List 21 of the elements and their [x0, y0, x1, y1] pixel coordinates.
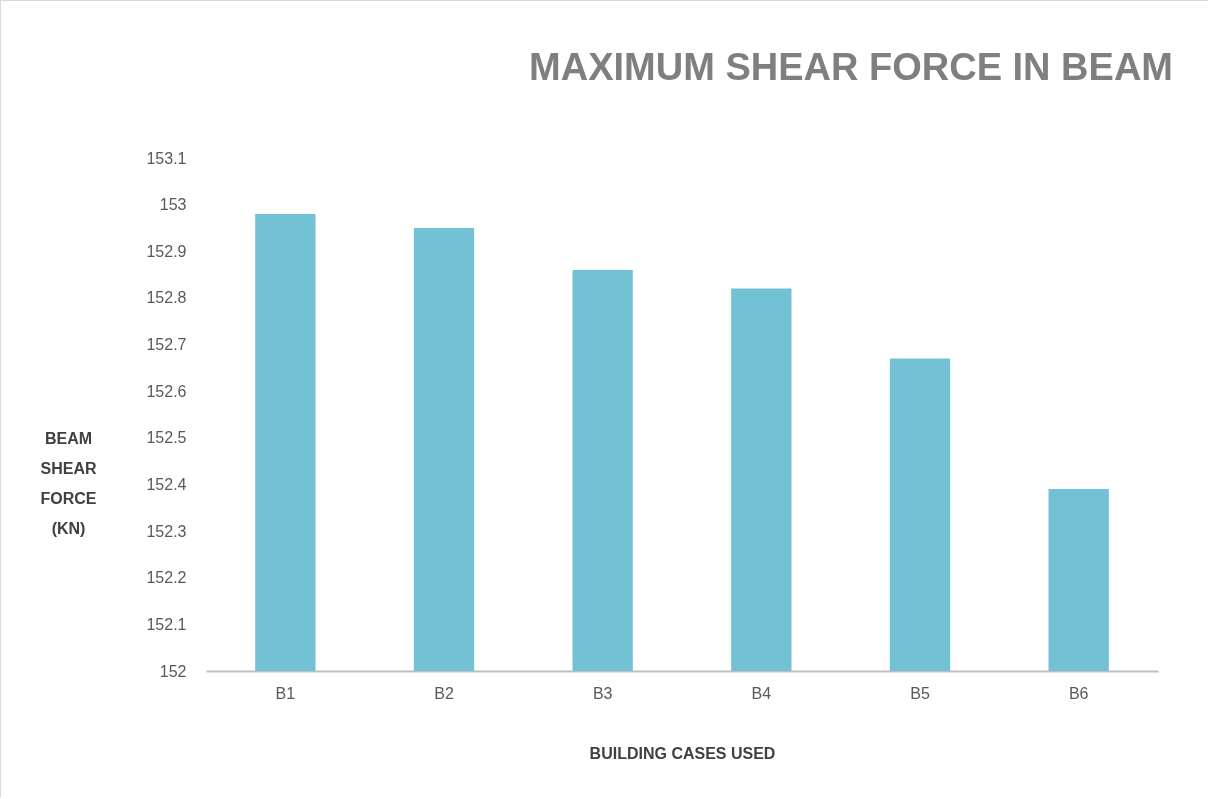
y-tick-label: 152.7	[146, 336, 187, 354]
y-tick-label: 152.2	[146, 569, 187, 587]
y-tick-label: 152.5	[146, 429, 187, 447]
x-tick-label: B1	[275, 684, 296, 702]
chart-title: MAXIMUM SHEAR FORCE IN BEAM	[529, 46, 1173, 88]
x-tick-label: B5	[910, 684, 930, 702]
y-tick-label: 152.3	[146, 522, 187, 540]
x-tick-label: B6	[1068, 684, 1089, 702]
x-tick-label: B4	[751, 684, 772, 702]
y-tick-label: 152.8	[146, 289, 187, 307]
y-tick-label: 152	[159, 662, 187, 680]
y-tick-label: 153.1	[146, 149, 187, 167]
y-tick-label: 152.4	[146, 475, 187, 493]
y-axis-title: BEAM SHEAR FORCE (KN)	[40, 429, 97, 537]
x-tick-label: B3	[592, 684, 613, 702]
y-tick-label: 152.6	[146, 382, 187, 400]
y-tick-label: 152.1	[146, 615, 187, 633]
y-tick-label: 152.9	[146, 242, 187, 260]
x-tick-label: B2	[434, 684, 454, 702]
x-axis-title: BUILDING CASES USED	[589, 744, 776, 762]
y-tick-label: 153	[159, 196, 187, 214]
